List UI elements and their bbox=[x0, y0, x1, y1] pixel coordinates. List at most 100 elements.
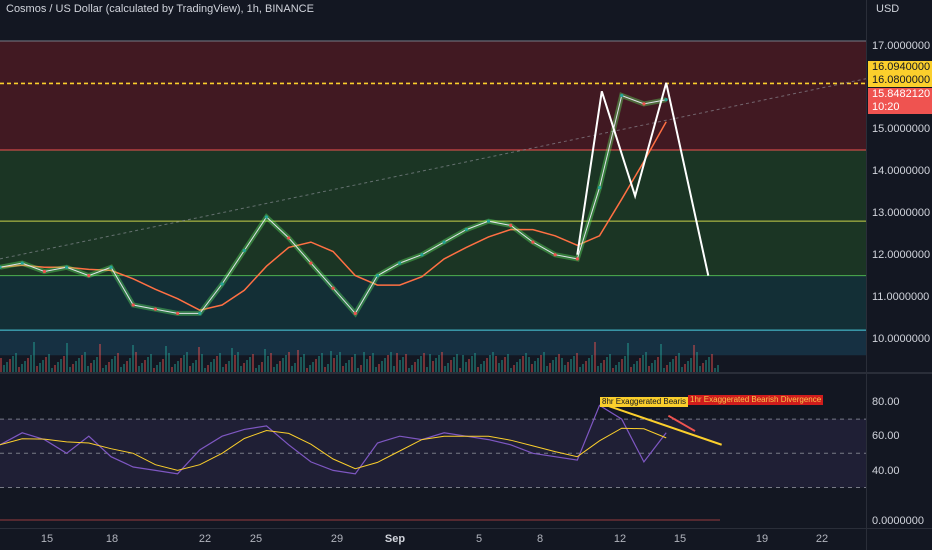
volume-bar bbox=[588, 358, 590, 372]
volume-bar bbox=[108, 362, 110, 372]
volume-bar bbox=[141, 363, 143, 372]
volume-bar bbox=[510, 368, 512, 372]
volume-bar bbox=[327, 364, 329, 372]
volume-bar bbox=[210, 362, 212, 372]
volume-bar bbox=[312, 362, 314, 372]
time-tick-sep: Sep bbox=[384, 533, 406, 545]
volume-bar bbox=[159, 362, 161, 372]
volume-bar bbox=[291, 366, 293, 372]
volume-bar bbox=[597, 366, 599, 372]
price-tick-14: 14.0000000 bbox=[872, 165, 931, 177]
volume-bar bbox=[282, 358, 284, 372]
price-point bbox=[242, 248, 246, 253]
divergence-line-1 bbox=[667, 414, 696, 432]
time-tick-15b: 15 bbox=[673, 533, 687, 545]
volume-bar bbox=[540, 355, 542, 372]
time-tick-22b: 22 bbox=[815, 533, 829, 545]
volume-bar bbox=[576, 353, 578, 372]
volume-bar bbox=[594, 342, 596, 372]
volume-bar bbox=[573, 356, 575, 372]
volume-bar bbox=[411, 365, 413, 372]
time-tick-18: 18 bbox=[105, 533, 119, 545]
price-point bbox=[464, 227, 468, 232]
volume-bar bbox=[501, 360, 503, 372]
volume-bar bbox=[570, 359, 572, 372]
time-tick-12: 12 bbox=[613, 533, 627, 545]
volume-bar bbox=[516, 362, 518, 372]
price-tag-yellow-lower: 16.0800000 bbox=[868, 74, 932, 87]
volume-bar bbox=[684, 364, 686, 372]
volume-bar bbox=[30, 355, 32, 372]
volume-bar bbox=[354, 354, 356, 372]
volume-bar bbox=[192, 363, 194, 372]
volume-bar bbox=[483, 361, 485, 372]
price-tag-yellow-upper: 16.0940000 bbox=[868, 61, 932, 74]
volume-bar bbox=[189, 366, 191, 372]
volume-bar bbox=[642, 355, 644, 372]
volume-bar bbox=[81, 355, 83, 372]
volume-bar bbox=[3, 365, 5, 372]
volume-bar bbox=[324, 367, 326, 372]
volume-bar bbox=[279, 361, 281, 372]
price-point bbox=[375, 274, 380, 278]
volume-bar bbox=[9, 359, 11, 372]
volume-bar bbox=[222, 367, 224, 372]
volume-bar bbox=[462, 355, 464, 372]
volume-bar bbox=[348, 360, 350, 372]
volume-bar bbox=[429, 354, 431, 372]
volume-bar bbox=[75, 361, 77, 372]
volume-bar bbox=[693, 345, 695, 372]
volume-bar bbox=[627, 343, 629, 372]
price-point bbox=[664, 98, 668, 102]
price-point bbox=[287, 236, 291, 240]
volume-bar bbox=[387, 355, 389, 372]
rsi-tick-80: 80.00 bbox=[872, 396, 900, 408]
volume-bar bbox=[0, 358, 2, 372]
volume-bar bbox=[660, 344, 662, 372]
volume-bar bbox=[117, 353, 119, 372]
volume-bar bbox=[54, 365, 56, 372]
volume-bar bbox=[123, 364, 125, 372]
volume-bar bbox=[624, 356, 626, 372]
price-point bbox=[509, 223, 513, 227]
price-point bbox=[42, 269, 47, 274]
volume-bar bbox=[201, 354, 203, 372]
volume-bar bbox=[285, 355, 287, 372]
current-price-tag: 15.8482120 10:20 bbox=[868, 88, 932, 114]
volume-bar bbox=[477, 367, 479, 372]
volume-bar bbox=[138, 366, 140, 372]
volume-bar bbox=[228, 361, 230, 372]
volume-bar bbox=[318, 356, 320, 372]
volume-bar bbox=[450, 360, 452, 372]
volume-bar bbox=[612, 368, 614, 372]
volume-bar bbox=[681, 367, 683, 372]
volume-bar bbox=[639, 358, 641, 372]
volume-bar bbox=[651, 363, 653, 372]
price-point bbox=[398, 261, 402, 265]
volume-bar bbox=[654, 360, 656, 372]
volume-bar bbox=[276, 364, 278, 372]
volume-bar bbox=[288, 352, 290, 372]
volume-bar bbox=[264, 349, 266, 372]
price-point bbox=[353, 311, 357, 315]
volume-bar bbox=[582, 364, 584, 372]
volume-bar bbox=[414, 362, 416, 372]
volume-bar bbox=[246, 360, 248, 372]
volume-bar bbox=[438, 355, 440, 372]
volume-bar bbox=[168, 353, 170, 372]
volume-bar bbox=[522, 356, 524, 372]
price-point bbox=[620, 93, 624, 98]
volume-bar bbox=[234, 355, 236, 372]
bar-countdown: 10:20 bbox=[872, 101, 900, 113]
volume-bar bbox=[183, 355, 185, 372]
volume-bar bbox=[180, 358, 182, 372]
volume-bar bbox=[672, 359, 674, 372]
volume-bar bbox=[633, 364, 635, 372]
volume-bar bbox=[78, 358, 80, 372]
volume-bar bbox=[147, 357, 149, 372]
volume-bar bbox=[603, 360, 605, 372]
price-point bbox=[153, 307, 158, 311]
price-point bbox=[20, 261, 24, 265]
volume-bar bbox=[243, 363, 245, 372]
